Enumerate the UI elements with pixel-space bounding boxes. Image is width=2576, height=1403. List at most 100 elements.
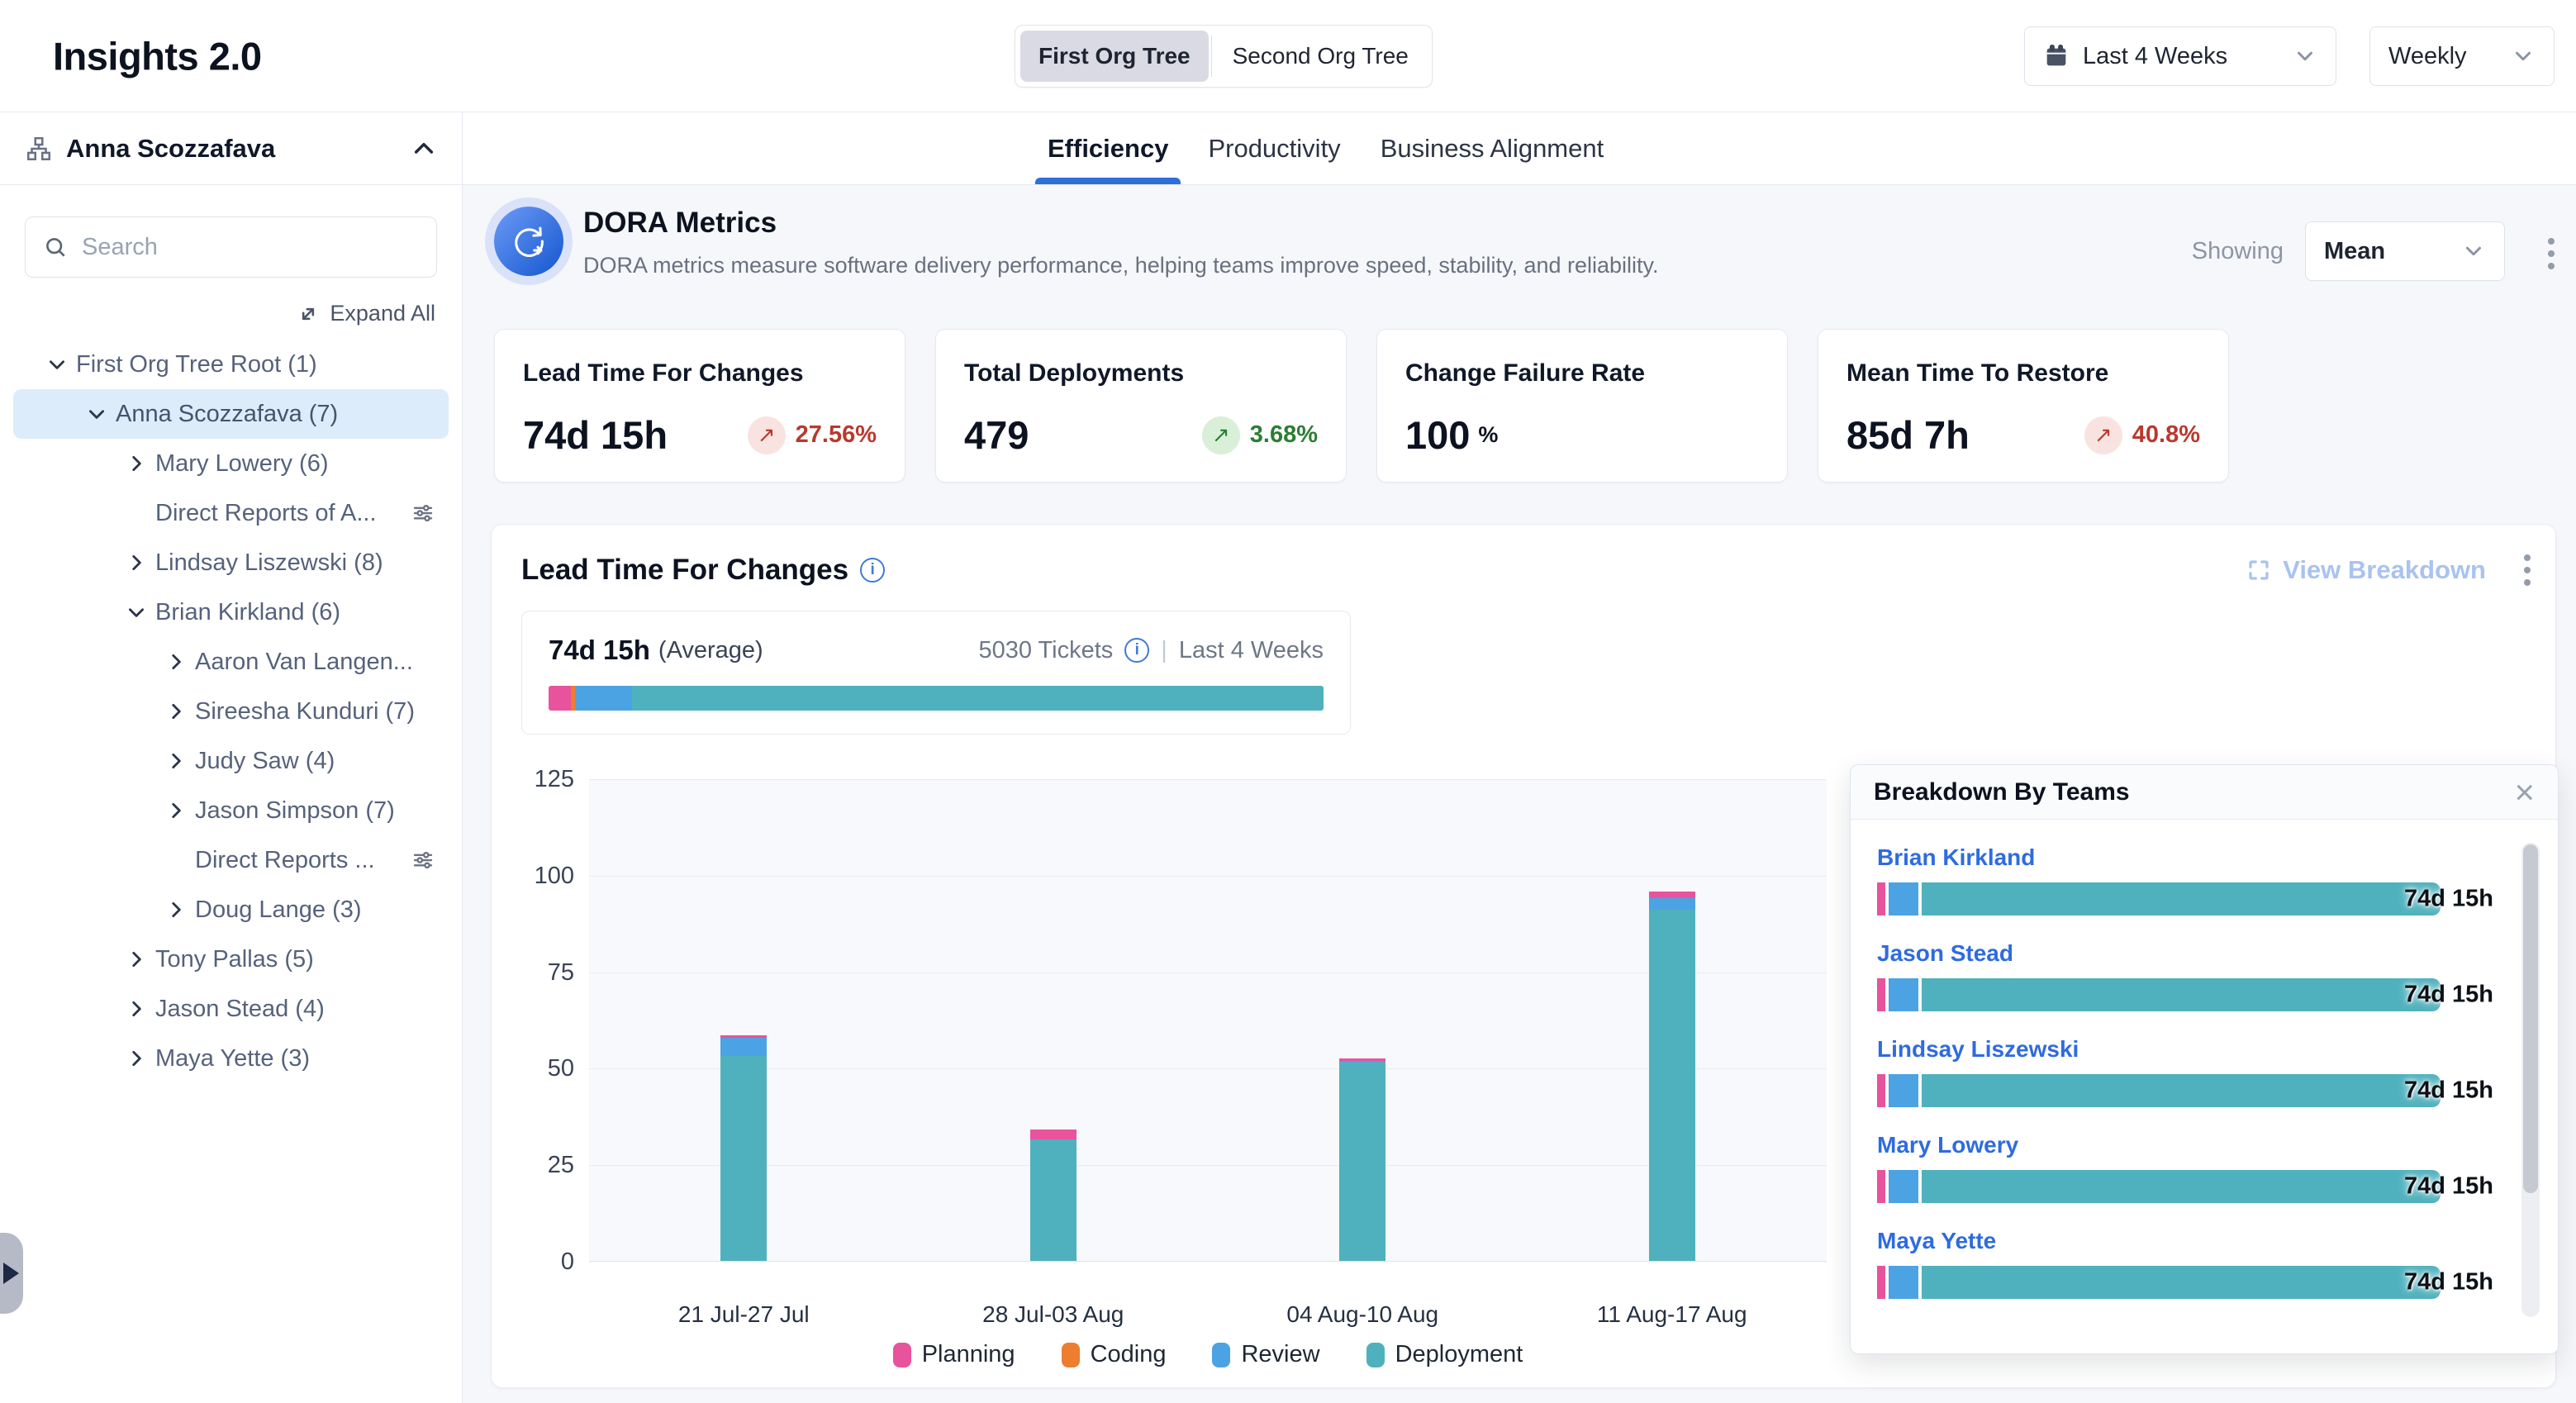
tree-item[interactable]: Brian Kirkland (6) — [13, 587, 449, 637]
tree-item-label: First Org Tree Root (1) — [76, 350, 317, 378]
chevron-right-icon[interactable] — [164, 897, 188, 922]
summary-tickets: 5030 Tickets — [978, 636, 1114, 663]
tree-item[interactable]: First Org Tree Root (1) — [13, 340, 449, 389]
panel-scrollbar[interactable] — [2521, 843, 2540, 1317]
sidebar-user-header[interactable]: Anna Scozzafava — [0, 112, 462, 185]
summary-segment-review — [574, 686, 633, 711]
x-axis-label: 21 Jul-27 Jul — [677, 1301, 810, 1327]
metric-title: Change Failure Rate — [1405, 359, 1646, 387]
info-icon[interactable]: i — [860, 558, 886, 583]
efficiency-content: DORA Metrics DORA metrics measure softwa… — [463, 185, 2576, 1403]
tree-indent-spacer — [164, 848, 188, 873]
top-header: Insights 2.0 First Org Tree Second Org T… — [0, 0, 2576, 112]
team-name-link[interactable]: Lindsay Liszewski — [1877, 1036, 2079, 1062]
tree-item[interactable]: Direct Reports ... — [13, 835, 449, 885]
legend-label: Review — [1241, 1341, 1320, 1367]
view-breakdown-button[interactable]: View Breakdown — [2246, 555, 2486, 585]
team-name-link[interactable]: Jason Stead — [1877, 940, 2013, 966]
search-input[interactable] — [80, 232, 420, 262]
date-range-value: Last 4 Weeks — [2083, 42, 2228, 69]
bar-segment-review — [1648, 897, 1695, 910]
filter-icon[interactable] — [411, 848, 435, 873]
team-bar-segment-review — [1889, 1074, 1918, 1107]
trend-arrow-icon: ↗ — [2084, 416, 2122, 454]
chevron-right-icon[interactable] — [164, 749, 188, 773]
tab-business-alignment[interactable]: Business Alignment — [1380, 133, 1604, 163]
team-stacked-bar: 74d 15h — [1877, 1074, 2493, 1107]
aggregation-select[interactable]: Mean — [2305, 221, 2505, 281]
close-icon[interactable]: × — [2514, 772, 2535, 811]
team-row: Brian Kirkland 74d 15h — [1877, 844, 2493, 916]
chevron-right-icon[interactable] — [124, 947, 149, 972]
granularity-select[interactable]: Weekly — [2369, 26, 2555, 86]
tree-item[interactable]: Doug Lange (3) — [13, 885, 449, 935]
tree-item[interactable]: Sireesha Kunduri (7) — [13, 687, 449, 736]
lead-time-summary: 74d 15h (Average) 5030 Tickets i | Last … — [521, 611, 1351, 735]
gridline — [589, 1165, 1827, 1167]
tree-item[interactable]: Anna Scozzafava (7) — [13, 389, 449, 439]
tree-item-label: Direct Reports of A... — [155, 499, 377, 526]
chevron-right-icon[interactable] — [164, 798, 188, 823]
tree-item[interactable]: Maya Yette (3) — [13, 1034, 449, 1083]
tab-bar: Efficiency Productivity Business Alignment — [463, 112, 2576, 185]
org-tree-toggle: First Org Tree Second Org Tree — [1015, 25, 1433, 88]
calendar-icon — [2043, 43, 2070, 69]
chevron-right-icon[interactable] — [124, 996, 149, 1021]
tab-efficiency[interactable]: Efficiency — [1034, 112, 1181, 184]
y-axis-tick: 100 — [534, 862, 574, 889]
dora-menu-kebab-icon[interactable] — [2543, 233, 2559, 274]
chevron-right-icon[interactable] — [124, 451, 149, 476]
aggregation-value: Mean — [2324, 237, 2386, 264]
tree-item[interactable]: Judy Saw (4) — [13, 736, 449, 786]
tree-item[interactable]: Direct Reports of A... — [13, 488, 449, 538]
chevron-right-icon[interactable] — [164, 699, 188, 724]
summary-value: 74d 15h — [549, 635, 650, 665]
bar-segment-deployment — [1648, 909, 1695, 1261]
expand-all-button[interactable]: Expand All — [26, 301, 435, 326]
chevron-right-icon[interactable] — [164, 649, 188, 674]
summary-period: Last 4 Weeks — [1178, 636, 1324, 663]
team-name-link[interactable]: Mary Lowery — [1877, 1132, 2019, 1158]
metric-card: Lead Time For Changes 74d 15h ↗ 27.56% — [494, 329, 905, 483]
trend-arrow-icon: ↗ — [1201, 416, 1240, 454]
tree-item[interactable]: Aaron Van Langen... — [13, 637, 449, 687]
chevron-up-icon[interactable] — [411, 136, 437, 162]
chevron-down-icon[interactable] — [84, 402, 109, 426]
gridline — [589, 1261, 1827, 1262]
bar-segment-planning — [1648, 892, 1695, 898]
sidebar-search — [25, 216, 437, 278]
tree-item[interactable]: Lindsay Liszewski (8) — [13, 538, 449, 587]
tree-item[interactable]: Mary Lowery (6) — [13, 439, 449, 488]
team-bar-segment-planning — [1877, 1170, 1885, 1203]
legend-swatch — [1212, 1342, 1231, 1367]
team-name-link[interactable]: Brian Kirkland — [1877, 844, 2036, 870]
filter-icon[interactable] — [411, 501, 435, 526]
chevron-right-icon[interactable] — [124, 1046, 149, 1071]
chevron-down-icon[interactable] — [124, 600, 149, 625]
tickets-info-icon[interactable]: i — [1124, 638, 1150, 663]
tree-indent-spacer — [124, 501, 149, 526]
chevron-down-icon[interactable] — [45, 352, 69, 377]
trend-badge: ↗ 27.56% — [747, 416, 877, 454]
stacked-bar-3 — [1339, 1058, 1386, 1261]
trend-badge: ↗ 40.8% — [2084, 416, 2200, 454]
tree-item[interactable]: Jason Simpson (7) — [13, 786, 449, 835]
x-axis-label: 11 Aug-17 Aug — [1596, 1301, 1747, 1327]
chart-menu-kebab-icon[interactable] — [2519, 549, 2536, 591]
team-bar-segment-review — [1889, 978, 1918, 1011]
org-toggle-first[interactable]: First Org Tree — [1020, 31, 1209, 82]
chevron-right-icon[interactable] — [124, 550, 149, 575]
org-toggle-second[interactable]: Second Org Tree — [1232, 43, 1409, 69]
app-title: Insights 2.0 — [53, 34, 262, 78]
team-bar-segment-planning — [1877, 882, 1885, 916]
date-range-select[interactable]: Last 4 Weeks — [2024, 26, 2336, 86]
tree-item[interactable]: Tony Pallas (5) — [13, 935, 449, 984]
team-name-link[interactable]: Maya Yette — [1877, 1228, 1997, 1253]
scrollbar-thumb[interactable] — [2523, 844, 2538, 1193]
tree-item-label: Mary Lowery (6) — [155, 449, 329, 477]
tree-item-label: Jason Simpson (7) — [195, 797, 395, 824]
sidebar-collapse-handle[interactable] — [0, 1233, 23, 1314]
tree-item[interactable]: Jason Stead (4) — [13, 984, 449, 1034]
team-bar-segment-planning — [1877, 1266, 1885, 1299]
tab-productivity[interactable]: Productivity — [1208, 133, 1341, 163]
